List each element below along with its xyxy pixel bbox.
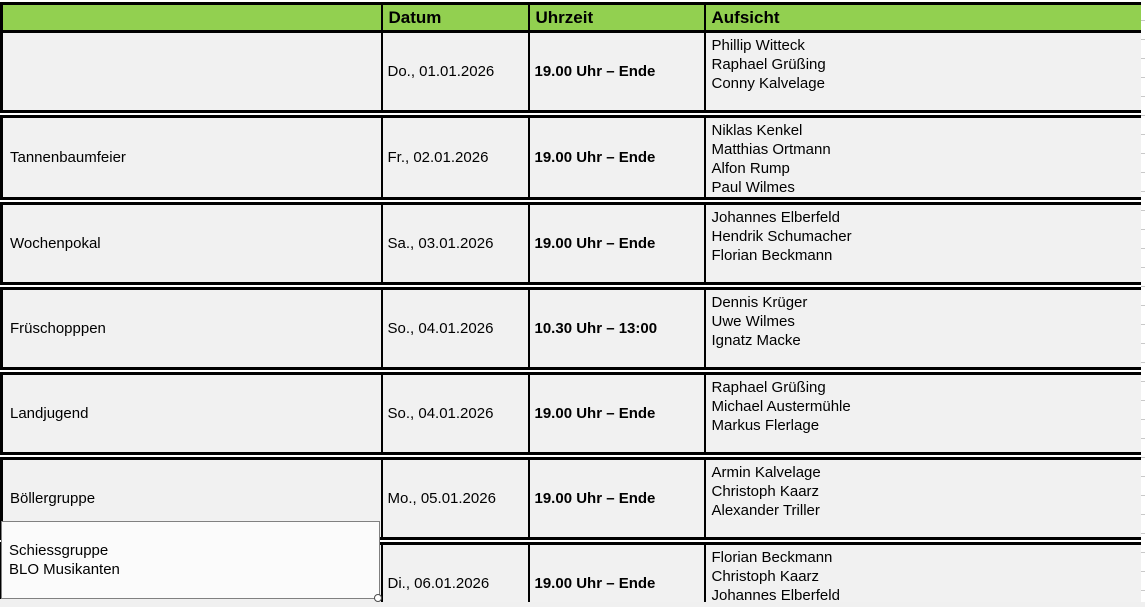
selection-handle[interactable] — [374, 594, 382, 602]
table-row: Wochenpokal Sa., 03.01.2026 19.00 Uhr – … — [0, 197, 1144, 286]
event-cell[interactable]: Tannenbaumfeier — [0, 110, 383, 201]
header-row: Datum Uhrzeit Aufsicht — [0, 2, 1144, 33]
event-cell[interactable]: Wochenpokal — [0, 197, 383, 286]
event-cell[interactable] — [0, 30, 383, 114]
table-row: Früschopppen So., 04.01.2026 10.30 Uhr –… — [0, 282, 1144, 371]
time-cell[interactable]: 19.00 Uhr – Ende — [527, 537, 706, 607]
date-cell[interactable]: So., 04.01.2026 — [380, 282, 530, 371]
header-cell-uhrzeit[interactable]: Uhrzeit — [527, 2, 706, 33]
time-cell[interactable]: 19.00 Uhr – Ende — [527, 452, 706, 541]
supervisors-cell[interactable]: Phillip Witteck Raphael Grüßing Conny Ka… — [703, 30, 1144, 114]
date-cell[interactable]: So., 04.01.2026 — [380, 367, 530, 456]
supervisors-cell[interactable]: Raphael Grüßing Michael Austermühle Mark… — [703, 367, 1144, 456]
supervisors-cell[interactable]: Johannes Elberfeld Hendrik Schumacher Fl… — [703, 197, 1144, 286]
time-cell[interactable]: 19.00 Uhr – Ende — [527, 30, 706, 114]
header-cell-aufsicht[interactable]: Aufsicht — [703, 2, 1144, 33]
sheet-gridlines — [1141, 2, 1145, 602]
header-cell-event[interactable] — [0, 2, 383, 33]
table-row: Do., 01.01.2026 19.00 Uhr – Ende Phillip… — [0, 30, 1144, 114]
supervisors-cell[interactable]: Armin Kalvelage Christoph Kaarz Alexande… — [703, 452, 1144, 541]
header-cell-datum[interactable]: Datum — [380, 2, 530, 33]
date-cell[interactable]: Mo., 05.01.2026 — [380, 452, 530, 541]
time-cell[interactable]: 19.00 Uhr – Ende — [527, 197, 706, 286]
date-cell[interactable]: Do., 01.01.2026 — [380, 30, 530, 114]
supervisors-cell[interactable]: Niklas Kenkel Matthias Ortmann Alfon Rum… — [703, 110, 1144, 201]
event-cell[interactable]: Früschopppen — [0, 282, 383, 371]
page-background — [0, 602, 1145, 607]
table-row: Tannenbaumfeier Fr., 02.01.2026 19.00 Uh… — [0, 110, 1144, 201]
date-cell[interactable]: Fr., 02.01.2026 — [380, 110, 530, 201]
time-cell[interactable]: 19.00 Uhr – Ende — [527, 110, 706, 201]
time-cell[interactable]: 19.00 Uhr – Ende — [527, 367, 706, 456]
table-row: Böllergruppe Mo., 05.01.2026 19.00 Uhr –… — [0, 452, 1144, 541]
selected-textbox-event-cell[interactable]: Schiessgruppe BLO Musikanten — [1, 521, 380, 599]
table-row: Landjugend So., 04.01.2026 19.00 Uhr – E… — [0, 367, 1144, 456]
time-cell[interactable]: 10.30 Uhr – 13:00 — [527, 282, 706, 371]
event-cell[interactable]: Böllergruppe — [0, 452, 383, 541]
date-cell[interactable]: Sa., 03.01.2026 — [380, 197, 530, 286]
date-cell[interactable]: Di., 06.01.2026 — [380, 537, 530, 607]
event-cell[interactable]: Landjugend — [0, 367, 383, 456]
supervisors-cell[interactable]: Florian Beckmann Christoph Kaarz Johanne… — [703, 537, 1144, 607]
supervisors-cell[interactable]: Dennis Krüger Uwe Wilmes Ignatz Macke — [703, 282, 1144, 371]
